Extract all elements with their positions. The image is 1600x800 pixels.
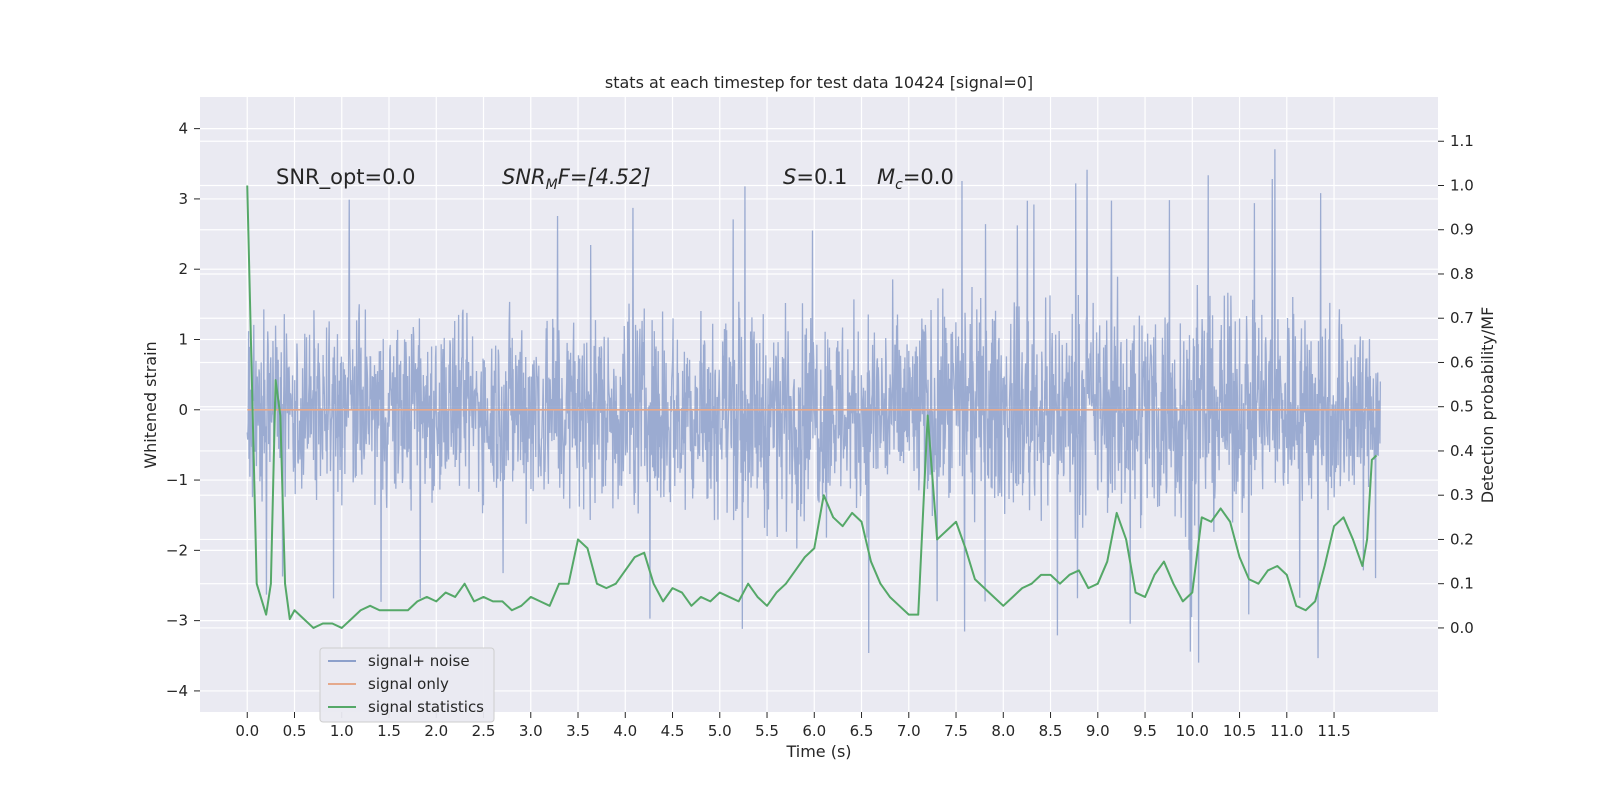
y-tick-label-left: −2 xyxy=(166,541,188,559)
signal-statistics-series xyxy=(246,185,1378,629)
x-tick-label: 6.5 xyxy=(850,722,874,740)
x-tick-label: 8.5 xyxy=(1039,722,1063,740)
y-tick-label-right: 0.9 xyxy=(1450,221,1474,239)
x-tick-label: 9.0 xyxy=(1086,722,1110,740)
x-tick-label: 3.5 xyxy=(566,722,590,740)
x-tick-label: 10.5 xyxy=(1223,722,1256,740)
x-tick-label: 2.5 xyxy=(472,722,496,740)
y-tick-label-right: 0.1 xyxy=(1450,575,1474,593)
x-tick-label: 5.0 xyxy=(708,722,732,740)
y-tick-label-left: −1 xyxy=(166,471,188,489)
x-tick-label: 8.0 xyxy=(991,722,1015,740)
y-tick-label-left: 0 xyxy=(178,401,188,419)
legend-frame xyxy=(319,647,495,723)
annotation-s-rest: =0.1 xyxy=(796,165,847,189)
y-tick-label-left: 2 xyxy=(178,260,188,278)
x-tick-label: 5.5 xyxy=(755,722,779,740)
y-tick-label-right: 1.1 xyxy=(1450,132,1474,150)
x-axis-label: Time (s) xyxy=(785,742,851,761)
legend-label-signal-noise: signal+ noise xyxy=(368,652,470,670)
x-tick-label: 10.0 xyxy=(1176,722,1209,740)
x-tick-label: 6.0 xyxy=(802,722,826,740)
y-tick-label-right: 0.7 xyxy=(1450,309,1474,327)
annotation-mc: Mc=0.0 xyxy=(877,165,954,193)
legend-label-signal-only: signal only xyxy=(368,675,449,693)
x-tick-label: 11.0 xyxy=(1270,722,1303,740)
annotation-snr-mf-base: SNR xyxy=(502,165,546,189)
x-tick-label: 0.0 xyxy=(235,722,259,740)
y-axis-label-left: Whitened strain xyxy=(141,341,160,468)
annotation-mc-var: M xyxy=(877,165,895,189)
x-tick-label: 9.5 xyxy=(1133,722,1157,740)
y-tick-label-right: 0.6 xyxy=(1450,353,1474,371)
x-tick-label: 4.5 xyxy=(661,722,685,740)
signal-statistics-line xyxy=(246,185,1378,629)
legend-label-signal-statistics: signal statistics xyxy=(368,698,484,716)
x-tick-label: 4.0 xyxy=(613,722,637,740)
annotation-s: S=0.1 xyxy=(783,165,847,189)
x-tick-label: 0.5 xyxy=(283,722,307,740)
x-tick-label: 11.5 xyxy=(1317,722,1350,740)
y-tick-label-right: 0.0 xyxy=(1450,619,1474,637)
y-tick-label-right: 1.0 xyxy=(1450,176,1474,194)
x-tick-label: 7.5 xyxy=(944,722,968,740)
axis-ticks: 0.0 0.5 1.0 1.5 2.0 2.5 3.0 3.5 4.0 4.5 5.0 5.5 6.0 6… xyxy=(166,120,1474,740)
x-tick-label: 1.0 xyxy=(330,722,354,740)
y-tick-label-right: 0.5 xyxy=(1450,398,1474,416)
signal-noise-series xyxy=(246,149,1381,663)
y-tick-label-right: 0.4 xyxy=(1450,442,1474,460)
x-tick-label: 3.0 xyxy=(519,722,543,740)
y-tick-label-left: 3 xyxy=(178,190,188,208)
legend: signal+ noise signal only signal statist… xyxy=(319,647,495,723)
annotation-snr-mf: SNRMF=[4.52] xyxy=(502,165,651,193)
chart-title: stats at each timestep for test data 104… xyxy=(605,73,1033,92)
annotation-snr-opt: SNR_opt=0.0 xyxy=(276,165,416,190)
y-tick-label-right: 0.2 xyxy=(1450,530,1474,548)
annotation-snr-mf-rest: F=[4.52] xyxy=(558,165,651,189)
annotation-s-var: S xyxy=(783,165,796,189)
x-tick-label: 1.5 xyxy=(377,722,401,740)
y-axis-label-right: Detection probability/MF xyxy=(1478,307,1497,504)
y-tick-label-right: 0.8 xyxy=(1450,265,1474,283)
x-tick-label: 7.0 xyxy=(897,722,921,740)
y-tick-label-left: −4 xyxy=(166,682,188,700)
x-tick-label: 2.0 xyxy=(424,722,448,740)
annotation-mc-sub: c xyxy=(895,177,903,193)
y-tick-label-left: 1 xyxy=(178,330,188,348)
y-tick-label-left: 4 xyxy=(178,120,188,138)
annotation-snr-mf-sub: M xyxy=(546,177,558,193)
y-tick-label-right: 0.3 xyxy=(1450,486,1474,504)
signal-noise-line xyxy=(246,149,1381,663)
y-tick-label-left: −3 xyxy=(166,612,188,630)
annotation-mc-rest: =0.0 xyxy=(903,165,954,189)
